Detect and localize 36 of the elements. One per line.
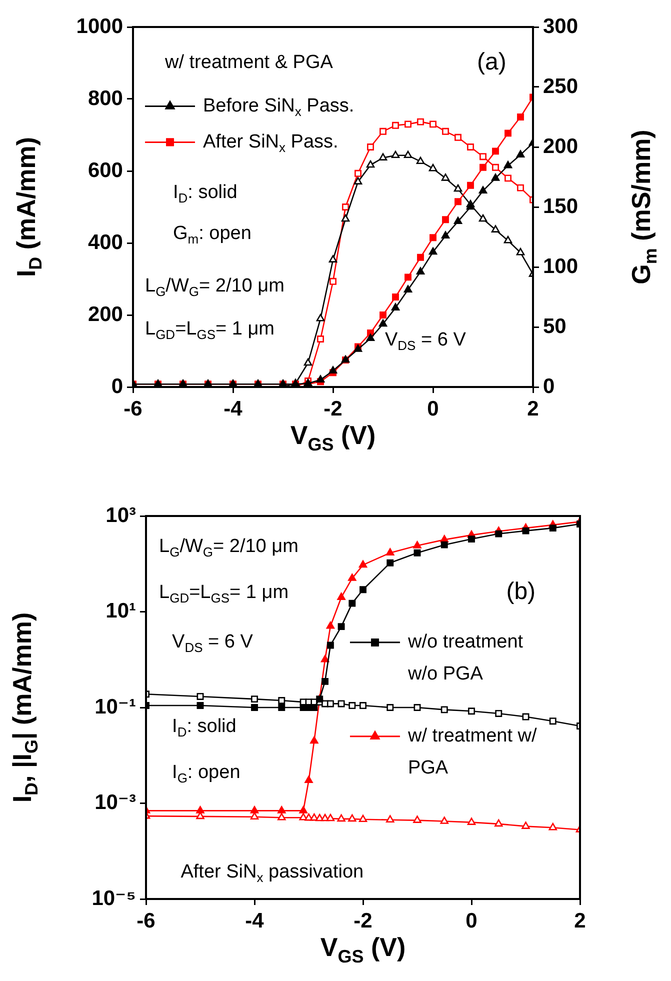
x-tick-label: -6 xyxy=(124,397,142,420)
x-tick-label: -4 xyxy=(224,397,243,420)
y2-tick-label: 50 xyxy=(543,314,566,338)
annotation: (a) xyxy=(477,48,506,76)
x-tick-label: -2 xyxy=(354,909,372,932)
y-axis-title: ID, |IG| (mA/mm) xyxy=(7,612,42,803)
y2-tick-label: 250 xyxy=(543,74,578,98)
annotation: w/ treatment & PGA xyxy=(164,52,334,74)
y-tick-label: 10⁻³ xyxy=(94,791,136,814)
x-tick-label: 2 xyxy=(574,909,586,932)
y-tick-label: 10⁻¹ xyxy=(94,695,136,718)
x-tick-label: -2 xyxy=(324,397,342,420)
y-tick-label: 400 xyxy=(88,230,123,254)
y-tick-label: 600 xyxy=(88,158,123,182)
legend-label: w/o treatment w/o PGA xyxy=(406,632,524,685)
y2-tick-label: 0 xyxy=(543,374,555,398)
y-tick-label: 10⁻⁵ xyxy=(92,886,136,910)
x-tick-label: -6 xyxy=(136,909,156,932)
y-tick-label: 1000 xyxy=(76,14,123,38)
legend-label: w/ treatment w/ PGA xyxy=(406,726,538,779)
y-tick-label: 10¹ xyxy=(106,600,136,623)
y-tick-label: 0 xyxy=(111,374,123,398)
x-tick-label: -4 xyxy=(245,909,264,932)
x-tick-label: 0 xyxy=(427,397,439,420)
y-axis-title: ID (mA/mm) xyxy=(11,136,46,278)
y2-axis-title: Gm (mS/mm) xyxy=(626,130,660,284)
x-tick-label: 0 xyxy=(466,909,478,932)
annotation: (b) xyxy=(506,578,536,606)
y2-tick-label: 100 xyxy=(543,254,578,278)
y-tick-label: 200 xyxy=(88,302,123,326)
y2-tick-label: 300 xyxy=(543,14,578,38)
y-tick-label: 10³ xyxy=(106,504,136,527)
x-tick-label: 2 xyxy=(527,397,539,420)
y2-tick-label: 200 xyxy=(543,134,578,158)
y-tick-label: 800 xyxy=(88,86,123,110)
y2-tick-label: 150 xyxy=(543,194,578,218)
